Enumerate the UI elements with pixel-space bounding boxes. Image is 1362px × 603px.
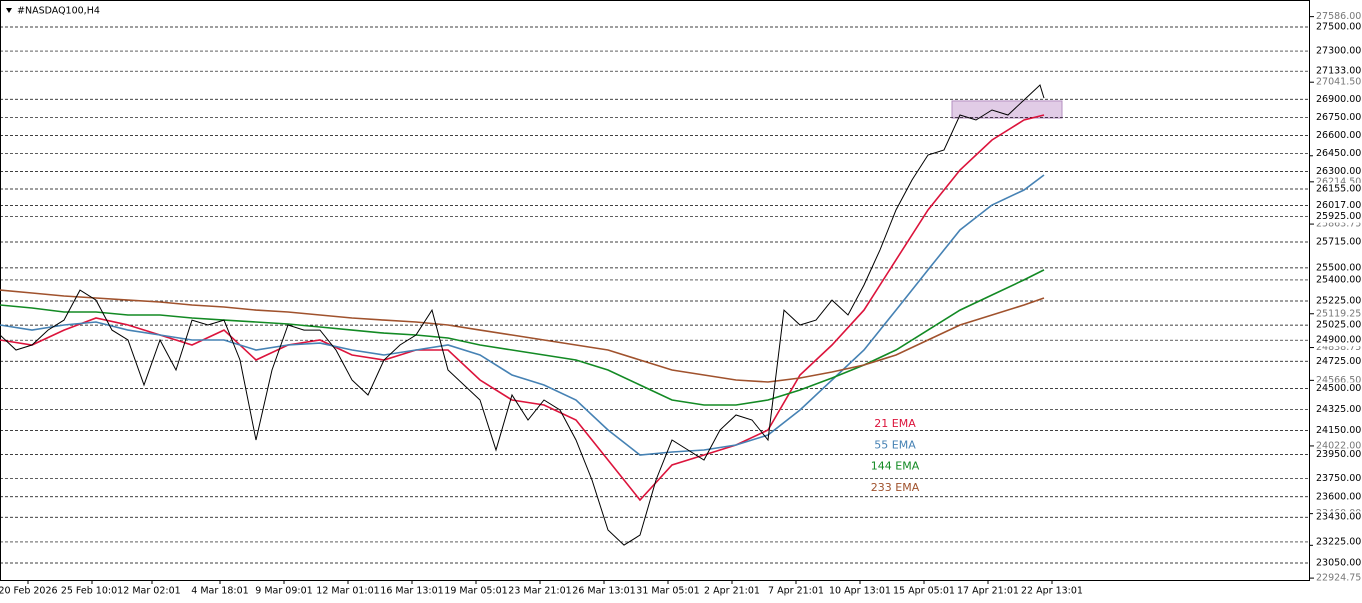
level-label: 23600.00 <box>1316 491 1361 502</box>
level-label: 23750.00 <box>1316 473 1361 484</box>
level-label-box <box>1313 319 1361 332</box>
level-label: 24900.00 <box>1316 335 1361 346</box>
legend-label: 233 EMA <box>871 481 920 494</box>
x-tick-label: 7 Apr 21:01 <box>768 586 824 597</box>
level-label: 26017.00 <box>1316 200 1361 211</box>
x-tick-label: 9 Mar 09:01 <box>255 586 312 597</box>
level-label: 24500.00 <box>1316 383 1361 394</box>
level-label-box <box>1313 129 1361 142</box>
ema-line <box>0 269 1045 406</box>
x-tick-label: 16 Mar 13:01 <box>380 586 443 597</box>
x-tick-label: 22 Apr 13:01 <box>1021 586 1083 597</box>
x-tick-label: 26 Mar 13:01 <box>572 586 635 597</box>
level-label-box <box>1313 382 1361 395</box>
x-tick-label: 10 Apr 13:01 <box>829 586 891 597</box>
y-tick-label: 27586.00 <box>1316 11 1361 22</box>
level-label: 25715.00 <box>1316 236 1361 247</box>
level-label-box <box>1313 199 1361 212</box>
level-label: 26155.00 <box>1316 183 1361 194</box>
y-tick-label: 27041.50 <box>1316 77 1361 88</box>
legend-label: 144 EMA <box>871 460 920 473</box>
price-line <box>0 84 1045 546</box>
ema-line <box>0 289 1045 383</box>
y-tick-label: 24838.75 <box>1316 342 1361 353</box>
x-tick-label: 23 Mar 21:01 <box>508 586 571 597</box>
level-label: 26300.00 <box>1316 166 1361 177</box>
level-label: 24725.00 <box>1316 356 1361 367</box>
y-tick-label: 24566.50 <box>1316 375 1361 386</box>
x-tick-label: 17 Apr 21:01 <box>957 586 1019 597</box>
level-label-box <box>1313 472 1361 485</box>
level-label-box <box>1313 403 1361 416</box>
x-tick-label: 15 Apr 05:01 <box>893 586 955 597</box>
price-zone <box>951 100 1063 119</box>
level-label-box <box>1313 448 1361 461</box>
level-label: 24325.00 <box>1316 404 1361 415</box>
y-tick-label: 25863.75 <box>1316 219 1361 230</box>
level-label: 25025.00 <box>1316 320 1361 331</box>
level-label: 25225.00 <box>1316 296 1361 307</box>
x-tick-label: 12 Mar 01:01 <box>316 586 379 597</box>
title-arrow <box>6 8 12 13</box>
level-label-box <box>1313 111 1361 124</box>
y-tick-label: 24022.00 <box>1316 440 1361 451</box>
level-label-box <box>1313 511 1361 524</box>
x-tick-label: 2 Apr 21:01 <box>704 586 760 597</box>
level-label-box <box>1313 273 1361 286</box>
level-label: 25925.00 <box>1316 211 1361 222</box>
level-label: 25500.00 <box>1316 262 1361 273</box>
level-label-box <box>1313 147 1361 160</box>
level-label-box <box>1313 355 1361 368</box>
level-label: 26750.00 <box>1316 112 1361 123</box>
level-label-box <box>1313 295 1361 308</box>
level-label-box <box>1313 93 1361 106</box>
level-label-box <box>1313 182 1361 195</box>
level-label-box <box>1313 65 1361 78</box>
level-label-box <box>1313 45 1361 58</box>
level-label: 26450.00 <box>1316 148 1361 159</box>
level-label-box <box>1313 235 1361 248</box>
x-tick-label: 25 Feb 10:01 <box>61 586 123 597</box>
level-label: 23950.00 <box>1316 449 1361 460</box>
level-label: 27500.00 <box>1316 21 1361 32</box>
level-label: 27133.00 <box>1316 66 1361 77</box>
legend-label: 55 EMA <box>874 438 916 451</box>
x-tick-label: 4 Mar 18:01 <box>191 586 248 597</box>
level-label-box <box>1313 210 1361 223</box>
level-label: 23430.00 <box>1316 512 1361 523</box>
level-label: 27300.00 <box>1316 46 1361 57</box>
y-tick-label: 22924.75 <box>1316 573 1361 584</box>
level-label: 24150.00 <box>1316 425 1361 436</box>
level-label-box <box>1313 165 1361 178</box>
x-tick-label: 19 Mar 05:01 <box>444 586 507 597</box>
level-label: 23225.00 <box>1316 536 1361 547</box>
level-label: 26900.00 <box>1316 94 1361 105</box>
chart-title: #NASDAQ100,H4 <box>17 6 100 17</box>
y-tick-label: 26214.50 <box>1316 176 1361 187</box>
plot-frame <box>0 0 1310 581</box>
level-label: 25400.00 <box>1316 274 1361 285</box>
y-tick-label: 25119.25 <box>1316 308 1361 319</box>
ema-line <box>0 174 1045 456</box>
level-label-box <box>1313 334 1361 347</box>
level-label-box <box>1313 424 1361 437</box>
level-label-box <box>1313 557 1361 570</box>
level-label: 23050.00 <box>1316 558 1361 569</box>
level-label-box <box>1313 20 1361 33</box>
level-label: 26600.00 <box>1316 130 1361 141</box>
level-label-box <box>1313 490 1361 503</box>
x-tick-label: 31 Mar 05:01 <box>636 586 699 597</box>
x-tick-label: 20 Feb 2026 <box>0 586 58 597</box>
level-label-box <box>1313 261 1361 274</box>
legend-label: 21 EMA <box>874 417 916 430</box>
x-tick-label: 2 Mar 02:01 <box>123 586 180 597</box>
level-label-box <box>1313 535 1361 548</box>
ema-line <box>0 114 1045 502</box>
